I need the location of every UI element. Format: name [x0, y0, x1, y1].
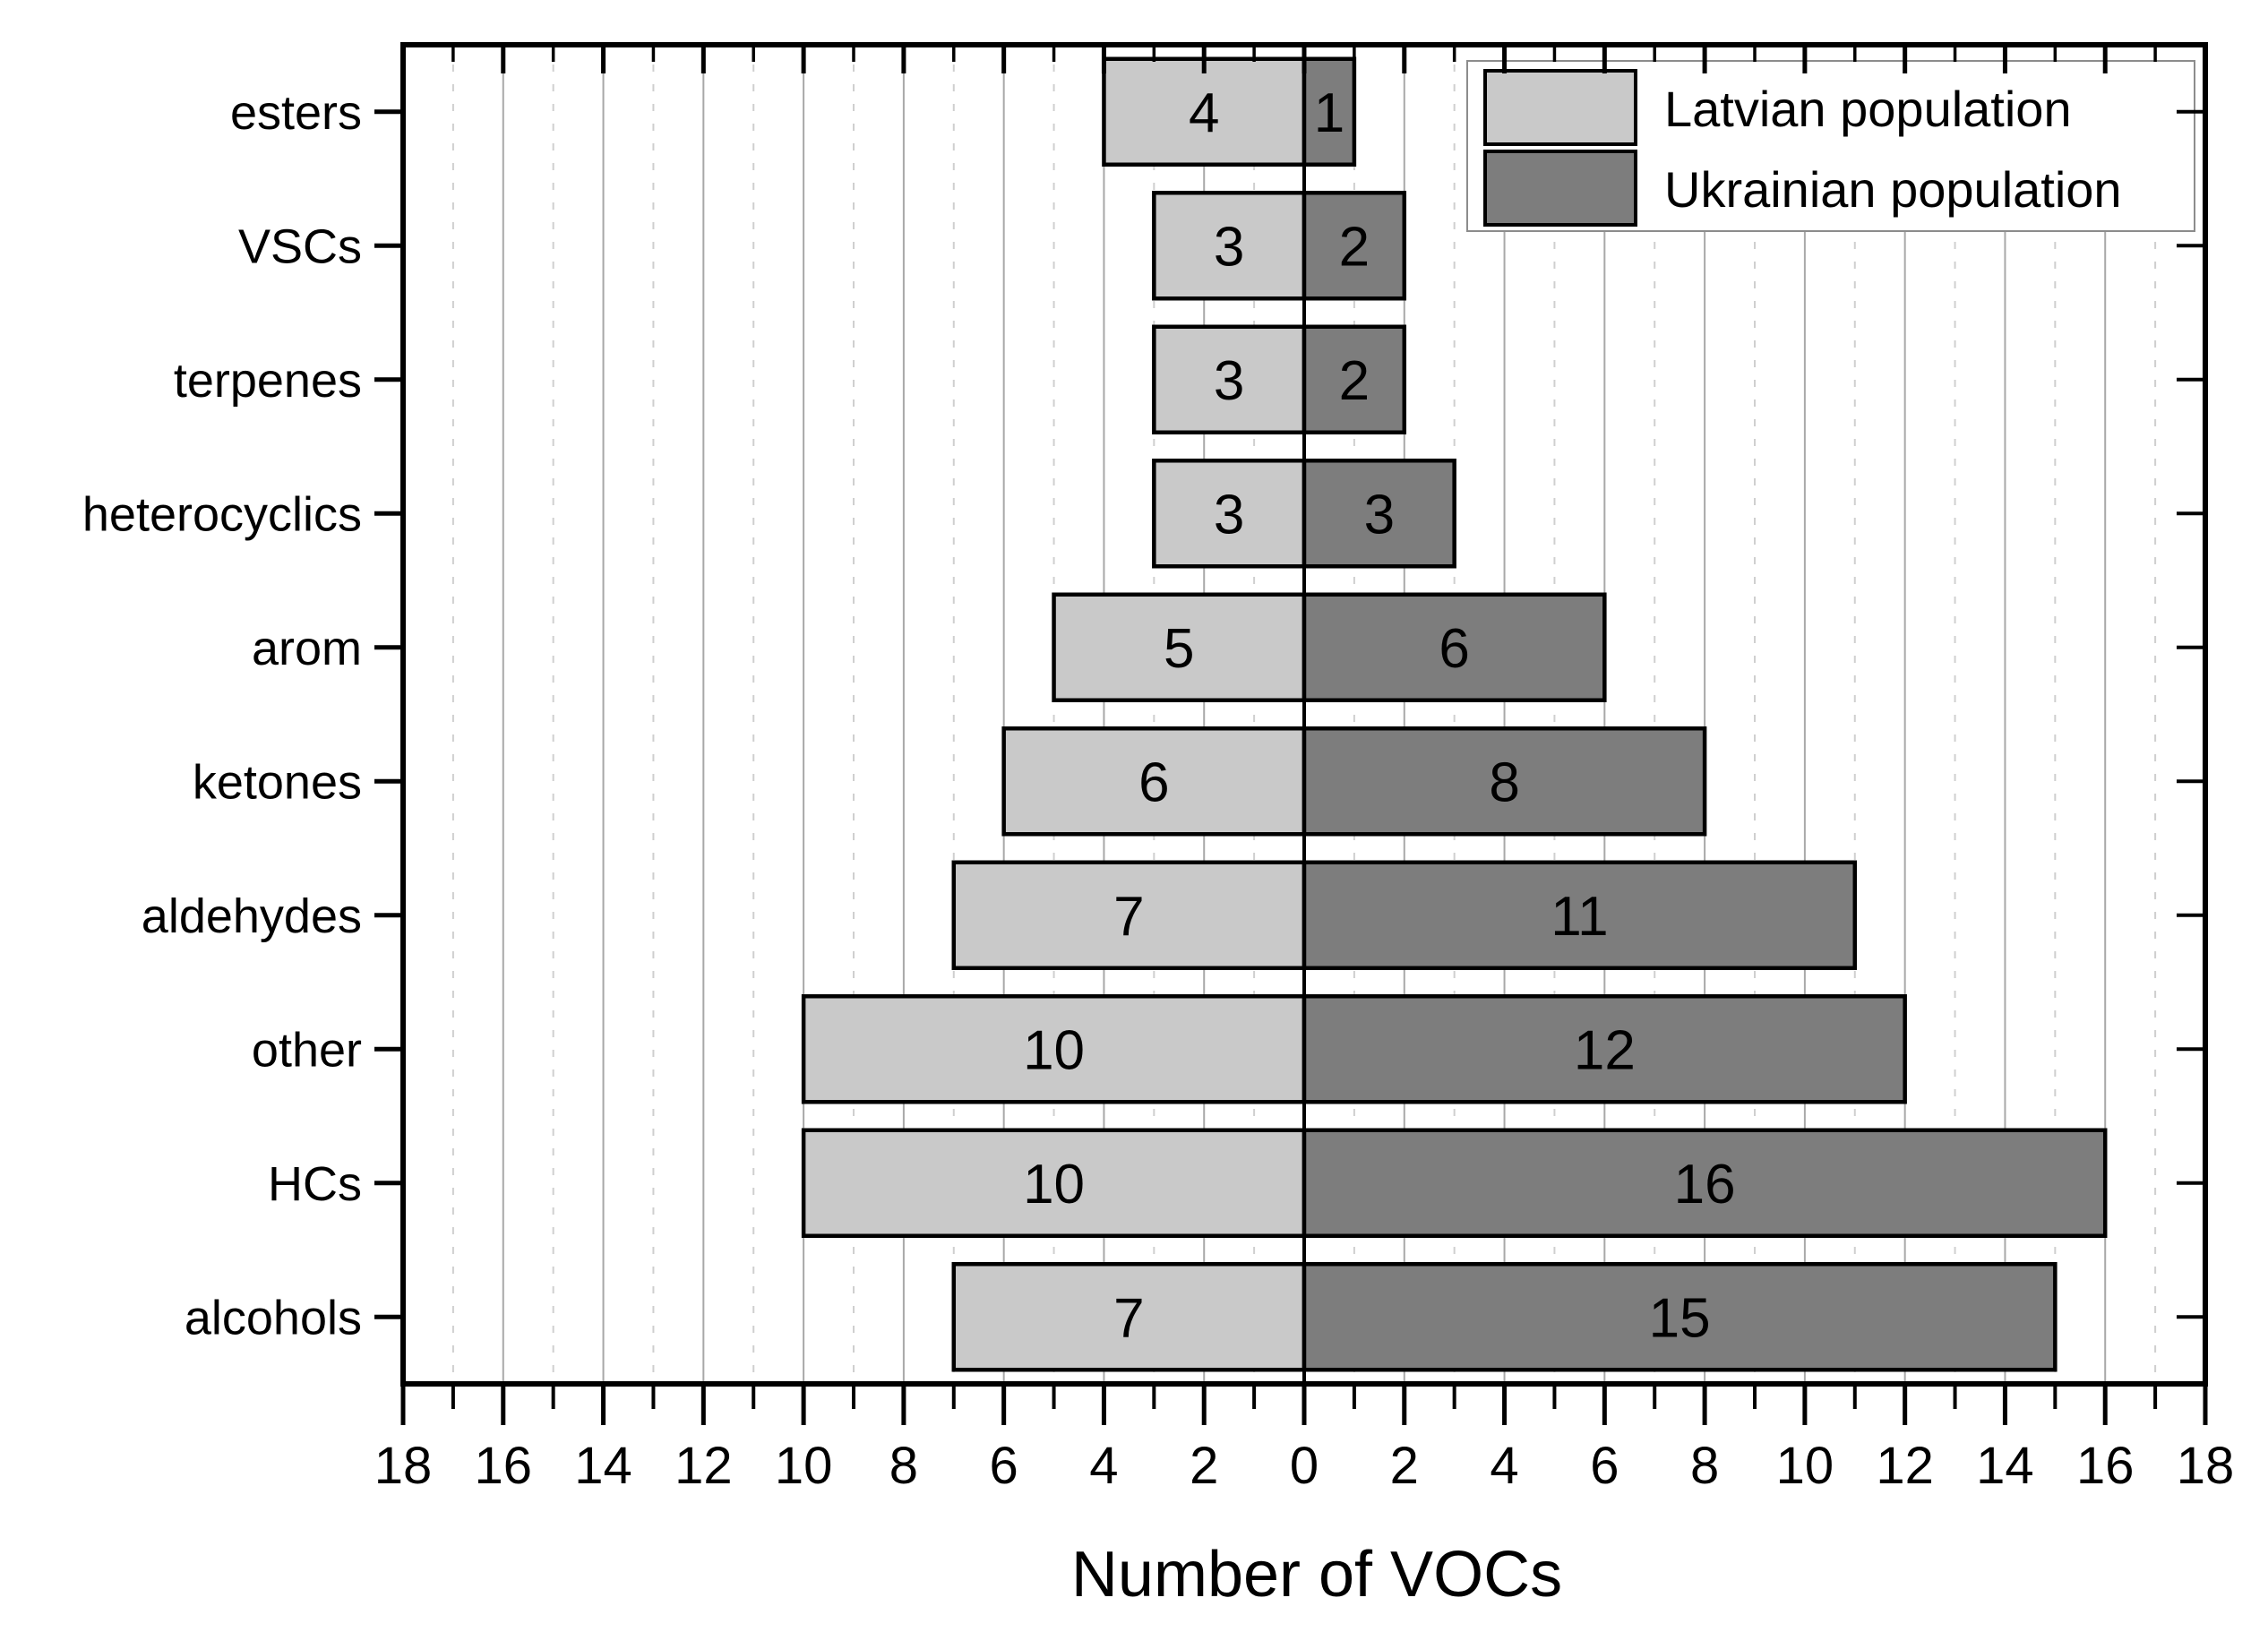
x-tick-label: 8	[889, 1437, 918, 1495]
bar-left-alcohols	[951, 1262, 1307, 1372]
bar-right-heterocyclics	[1302, 459, 1456, 569]
bar-left-esters	[1102, 56, 1307, 167]
bar-right-alcohols	[1302, 1262, 2058, 1372]
x-tick-label: 2	[1390, 1437, 1419, 1495]
x-tick-label: 4	[1089, 1437, 1118, 1495]
bar-value-label: 3	[1214, 350, 1244, 412]
plot-frame	[400, 42, 2208, 1387]
x-axis-title: Number of VOCs	[1071, 1539, 1562, 1611]
legend: Latvian population Ukrainian population	[1466, 60, 2195, 232]
x-tick-label: 14	[574, 1437, 632, 1495]
bar-left-other	[801, 994, 1307, 1104]
bar-right-aldehydes	[1302, 860, 1858, 970]
x-tick-label: 16	[2076, 1437, 2135, 1495]
x-tick-label: 0	[1290, 1437, 1319, 1495]
category-label-VSCs: VSCs	[238, 219, 362, 273]
bar-value-label: 6	[1138, 752, 1169, 813]
axis-labels: 18 16 14 12 10 8 6 4 2 0 2 4 6 8 10 12 14 16 18 esters VSCs t…	[82, 86, 2234, 1495]
bar-right-HCs	[1302, 1128, 2108, 1238]
bar-value-label: 12	[1574, 1019, 1636, 1081]
bar-value-label: 15	[1649, 1287, 1711, 1349]
x-tick-label: 18	[374, 1437, 433, 1495]
x-tick-label: 10	[1776, 1437, 1834, 1495]
category-label-terpenes: terpenes	[174, 354, 362, 408]
bar-left-VSCs	[1152, 191, 1307, 301]
category-label-ketones: ketones	[193, 755, 362, 809]
bar-right-other	[1302, 994, 1907, 1104]
x-tick-label: 12	[1876, 1437, 1934, 1495]
legend-swatch-ukrainian	[1483, 150, 1637, 227]
bar-value-label: 3	[1214, 216, 1244, 278]
category-label-HCs: HCs	[268, 1157, 362, 1211]
x-tick-label: 8	[1690, 1437, 1719, 1495]
x-tick-label: 6	[990, 1437, 1018, 1495]
bar-value-label: 7	[1113, 886, 1144, 948]
category-label-heterocyclics: heterocyclics	[82, 487, 362, 541]
axis-ticks	[374, 45, 2208, 1425]
x-tick-label: 6	[1590, 1437, 1619, 1495]
bar-value-label: 8	[1489, 752, 1519, 813]
x-tick-label: 4	[1490, 1437, 1518, 1495]
legend-label-latvian: Latvian population	[1664, 81, 2072, 137]
bar-right-esters	[1302, 56, 1357, 167]
bar-right-VSCs	[1302, 191, 1407, 301]
bar-left-heterocyclics	[1152, 459, 1307, 569]
bars: 4 1 3 2 3 2 3 3 5 6 6 8 7 11 10 12 10 16 7 15	[801, 56, 2108, 1372]
category-label-other: other	[252, 1023, 362, 1077]
bar-left-aldehydes	[951, 860, 1307, 970]
bar-value-label: 3	[1214, 484, 1244, 545]
category-label-aldehydes: aldehydes	[142, 889, 362, 943]
bar-value-label: 3	[1364, 484, 1395, 545]
bar-value-label: 2	[1339, 350, 1370, 412]
legend-label-ukrainian: Ukrainian population	[1664, 161, 2122, 218]
x-tick-label: 14	[1976, 1437, 2034, 1495]
x-tick-label: 18	[2177, 1437, 2235, 1495]
bar-value-label: 5	[1164, 618, 1194, 680]
x-tick-label: 2	[1190, 1437, 1218, 1495]
bar-value-label: 1	[1314, 82, 1344, 144]
bar-value-label: 10	[1023, 1154, 1085, 1215]
x-tick-label: 10	[775, 1437, 833, 1495]
bar-value-label: 6	[1439, 618, 1469, 680]
category-label-arom: arom	[252, 622, 362, 675]
bar-value-label: 10	[1023, 1019, 1085, 1081]
legend-swatch-latvian	[1483, 69, 1637, 146]
bar-value-label: 4	[1189, 82, 1219, 144]
x-tick-label: 16	[475, 1437, 533, 1495]
bar-right-ketones	[1302, 726, 1707, 837]
bar-value-label: 7	[1113, 1287, 1144, 1349]
category-label-alcohols: alcohols	[185, 1291, 362, 1344]
bar-value-label: 16	[1674, 1154, 1736, 1215]
bar-value-label: 2	[1339, 216, 1370, 278]
x-tick-label: 12	[674, 1437, 733, 1495]
bar-value-label: 11	[1551, 886, 1608, 948]
category-label-esters: esters	[230, 86, 362, 140]
